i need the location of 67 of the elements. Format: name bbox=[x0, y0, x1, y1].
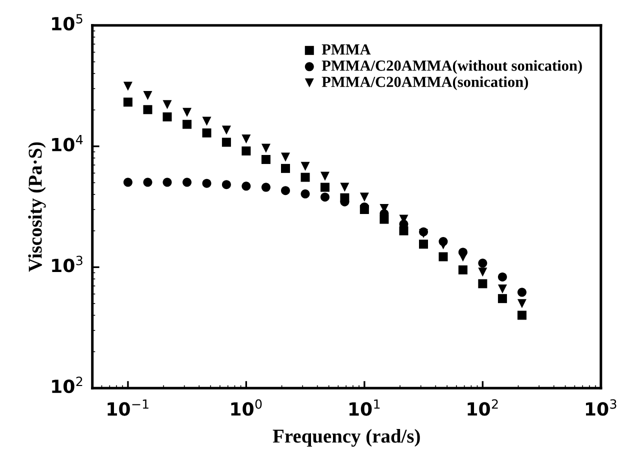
point bbox=[320, 182, 330, 192]
x-tick-label: 10$^{1}$ bbox=[349, 399, 380, 416]
point bbox=[202, 116, 212, 126]
point bbox=[143, 178, 152, 187]
point bbox=[261, 182, 270, 192]
y-tick-label: 10$^{4}$ bbox=[52, 135, 83, 152]
point bbox=[123, 82, 132, 91]
point bbox=[438, 237, 448, 246]
point bbox=[478, 279, 488, 288]
point bbox=[143, 105, 152, 114]
point bbox=[399, 226, 408, 236]
point bbox=[360, 205, 369, 214]
point bbox=[222, 180, 231, 190]
point bbox=[498, 284, 507, 294]
point bbox=[300, 189, 310, 198]
point bbox=[143, 91, 152, 100]
x-tick-label: 10$^{3}$ bbox=[586, 399, 616, 416]
point bbox=[280, 164, 290, 173]
point bbox=[458, 248, 468, 257]
point bbox=[380, 214, 389, 224]
x-tick-label: 10$^{0}$ bbox=[231, 399, 262, 416]
point bbox=[517, 288, 526, 297]
point bbox=[222, 126, 231, 135]
point bbox=[261, 144, 270, 153]
point bbox=[360, 192, 369, 202]
point bbox=[162, 178, 172, 187]
point bbox=[320, 172, 330, 181]
point bbox=[242, 182, 251, 191]
point bbox=[123, 178, 132, 187]
point bbox=[261, 154, 270, 164]
x-tick-label: 10$^{−1}$ bbox=[108, 399, 148, 416]
y-tick-label: 10$^{2}$ bbox=[52, 376, 82, 394]
point bbox=[340, 193, 350, 202]
point bbox=[517, 299, 526, 308]
y-tick-label: 10$^{3}$ bbox=[52, 256, 82, 272]
point bbox=[498, 294, 507, 304]
point bbox=[517, 310, 526, 320]
point bbox=[202, 128, 212, 138]
point bbox=[182, 178, 192, 187]
y-tick-label: 10$^{5}$ bbox=[52, 14, 82, 31]
point bbox=[182, 108, 192, 117]
point bbox=[162, 100, 172, 110]
point bbox=[202, 178, 212, 188]
x-axis-title: Frequency (rad/s) bbox=[272, 429, 420, 447]
legend-label: PMMA bbox=[322, 44, 371, 54]
point bbox=[320, 192, 330, 202]
point bbox=[300, 172, 310, 182]
point bbox=[438, 252, 448, 262]
point bbox=[340, 182, 350, 192]
point bbox=[498, 272, 507, 282]
legend-label: PMMA/C20AMMA(without sonication) bbox=[322, 60, 582, 74]
point bbox=[478, 258, 488, 268]
point bbox=[222, 138, 231, 147]
y-axis-title: Viscosity (Pa·S) bbox=[28, 142, 46, 272]
point bbox=[280, 152, 290, 162]
point bbox=[242, 146, 251, 156]
point bbox=[162, 112, 172, 122]
point bbox=[242, 134, 251, 144]
point bbox=[182, 120, 192, 129]
point bbox=[123, 98, 132, 107]
point bbox=[300, 162, 310, 171]
point bbox=[478, 268, 488, 277]
point bbox=[419, 240, 428, 249]
point bbox=[458, 265, 468, 274]
x-tick-label: 10$^{2}$ bbox=[468, 399, 498, 416]
point bbox=[280, 186, 290, 196]
legend-label: PMMA/C20AMMA(sonication) bbox=[322, 76, 528, 90]
